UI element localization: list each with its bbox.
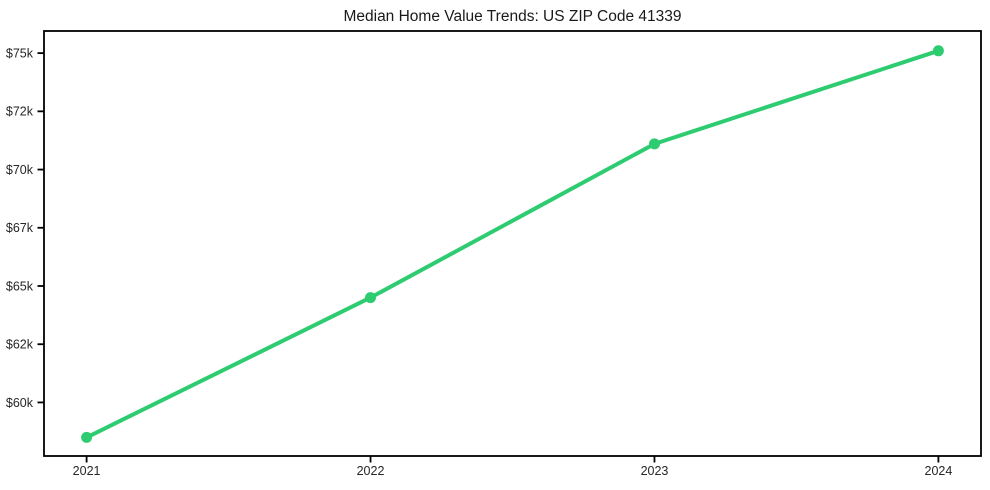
trend-line — [84, 48, 941, 440]
x-tick-label: 2023 — [641, 464, 669, 478]
y-tick-label: $67k — [6, 221, 34, 235]
data-point-marker — [649, 138, 660, 150]
x-axis-ticks: 2021 2022 2023 2024 — [73, 456, 953, 478]
y-tick-label: $72k — [6, 105, 34, 119]
y-axis-ticks: $60k $62k $65k $67k $70k $72k $75k — [6, 47, 44, 410]
chart-title: Median Home Value Trends: US ZIP Code 41… — [343, 8, 681, 25]
x-tick-label: 2022 — [357, 464, 385, 478]
x-tick-label: 2021 — [73, 464, 101, 478]
y-tick-label: $75k — [6, 47, 34, 61]
y-tick-label: $60k — [6, 396, 34, 410]
data-point-marker — [365, 292, 376, 304]
data-point-markers — [81, 45, 944, 443]
y-tick-label: $70k — [6, 163, 34, 177]
data-point-marker — [81, 431, 93, 443]
plot-border — [43, 30, 982, 457]
x-tick-label: 2024 — [925, 464, 953, 478]
data-point-marker — [932, 45, 944, 57]
y-tick-label: $62k — [6, 338, 34, 352]
y-tick-label: $65k — [6, 279, 34, 293]
